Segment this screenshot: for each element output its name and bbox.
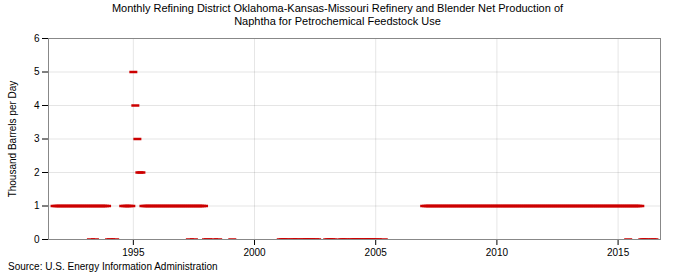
html-text:Monthly Refining District Okla: Monthly Refining District Oklahoma-Kansa…: [111, 2, 564, 27]
svg-text:0: 0: [34, 234, 40, 245]
svg-text:6: 6: [34, 33, 40, 44]
svg-text:2000: 2000: [243, 247, 266, 258]
svg-text:3: 3: [34, 133, 40, 144]
html-text:Source: U.S. Energy Informatio: Source: U.S. Energy Information Administ…: [8, 261, 218, 272]
svg-text:Thousand Barrels per Day: Thousand Barrels per Day: [7, 81, 18, 198]
svg-text:1: 1: [34, 200, 40, 211]
svg-text:2010: 2010: [486, 247, 509, 258]
svg-text:5: 5: [34, 66, 40, 77]
svg-text:4: 4: [34, 100, 40, 111]
svg-text:2015: 2015: [607, 247, 630, 258]
svg-text:2: 2: [34, 167, 40, 178]
svg-text:2005: 2005: [365, 247, 388, 258]
svg-text:1995: 1995: [122, 247, 145, 258]
